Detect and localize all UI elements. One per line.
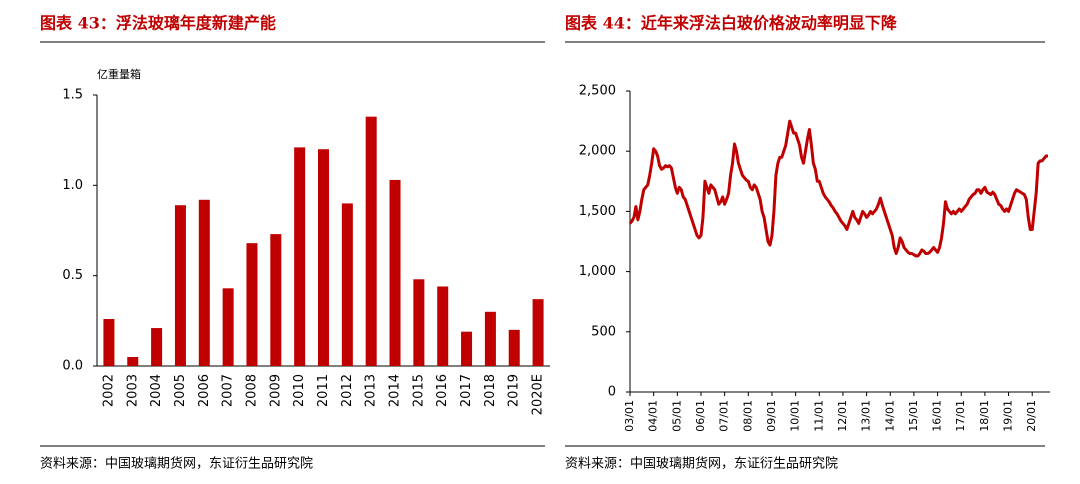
x-tick-label: 09/01 — [765, 400, 778, 432]
x-tick-label: 07/01 — [718, 400, 731, 432]
x-tick-label: 05/01 — [670, 400, 683, 432]
x-tick-label: 2003 — [125, 374, 140, 407]
x-tick-label: 2008 — [244, 374, 259, 407]
bar — [127, 356, 139, 366]
x-tick-label: 11/01 — [812, 400, 825, 432]
y-tick-label: 2,500 — [579, 84, 616, 99]
x-tick-label: 04/01 — [647, 400, 660, 432]
x-tick-label: 2015 — [411, 374, 426, 407]
x-tick-label: 17/01 — [954, 400, 967, 432]
chart-title: 图表 43：浮法玻璃年度新建产能 — [40, 14, 276, 33]
bar — [413, 279, 425, 366]
chart-title: 图表 44：近年来浮法白玻价格波动率明显下降 — [565, 14, 898, 33]
source-note: 资料来源：中国玻璃期货网，东证衍生品研究院 — [40, 456, 313, 472]
x-tick-label: 14/01 — [883, 400, 896, 432]
x-tick-label: 20/01 — [1025, 400, 1038, 432]
x-tick-label: 2014 — [388, 374, 403, 407]
bar — [437, 286, 449, 366]
y-tick-label: 500 — [591, 324, 616, 339]
x-tick-label: 03/01 — [623, 400, 636, 432]
y-tick-label: 1,500 — [579, 204, 616, 219]
bar — [341, 203, 353, 366]
bar — [103, 319, 115, 366]
x-tick-label: 2005 — [173, 374, 188, 407]
x-tick-label: 13/01 — [860, 400, 873, 432]
y-tick-label: 1.0 — [62, 178, 83, 193]
y-tick-label: 0.0 — [62, 359, 83, 374]
y-axis-label: 亿重量箱 — [97, 67, 141, 81]
bar — [198, 199, 210, 366]
bar — [222, 288, 234, 366]
x-tick-label: 2010 — [292, 374, 307, 407]
x-tick-label: 10/01 — [789, 400, 802, 432]
price-line — [628, 119, 1048, 258]
y-tick-label: 2,000 — [579, 144, 616, 159]
x-tick-label: 2002 — [101, 374, 116, 407]
x-tick-label: 2011 — [316, 374, 331, 407]
bar — [508, 329, 520, 366]
bar — [318, 149, 329, 366]
bar — [365, 116, 377, 367]
x-tick-label: 12/01 — [836, 400, 849, 432]
source-note: 资料来源：中国玻璃期货网，东证衍生品研究院 — [565, 456, 838, 472]
x-tick-label: 15/01 — [907, 400, 920, 432]
bar — [389, 179, 401, 366]
bar — [151, 328, 163, 366]
bar — [484, 311, 496, 366]
x-tick-label: 08/01 — [741, 400, 754, 432]
x-tick-label: 2016 — [435, 374, 450, 407]
x-tick-label: 2007 — [221, 374, 236, 407]
x-tick-label: 2019 — [507, 374, 522, 407]
y-tick-label: 0 — [608, 385, 616, 400]
x-tick-label: 2006 — [197, 374, 212, 407]
x-tick-label: 2017 — [459, 374, 474, 407]
bar — [532, 299, 544, 366]
bar — [174, 205, 186, 366]
x-tick-label: 2009 — [268, 374, 283, 407]
x-tick-label: 2012 — [340, 374, 355, 407]
x-tick-label: 2013 — [364, 374, 379, 407]
x-tick-label: 18/01 — [978, 400, 991, 432]
x-tick-label: 16/01 — [931, 400, 944, 432]
bar — [294, 147, 306, 366]
x-tick-label: 19/01 — [1002, 400, 1015, 432]
bar — [461, 331, 473, 366]
y-tick-label: 1,000 — [579, 264, 616, 279]
x-tick-label: 2004 — [149, 374, 164, 407]
bar — [270, 234, 282, 366]
x-tick-label: 2020E — [531, 374, 546, 415]
bar — [246, 243, 258, 366]
x-tick-label: 2018 — [483, 374, 498, 407]
y-tick-label: 0.5 — [62, 268, 83, 283]
x-tick-label: 06/01 — [694, 400, 707, 432]
y-tick-label: 1.5 — [62, 88, 83, 103]
